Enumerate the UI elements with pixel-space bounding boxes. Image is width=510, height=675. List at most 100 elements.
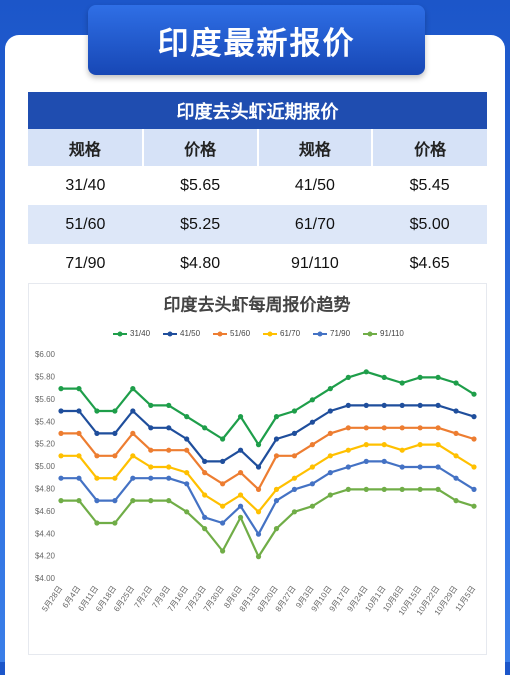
data-point: [220, 458, 226, 464]
legend-marker: [317, 331, 323, 337]
data-point: [220, 548, 226, 554]
data-point: [58, 475, 64, 481]
y-tick-label: $5.20: [35, 440, 56, 449]
data-point: [471, 391, 477, 397]
cell: 91/110: [291, 254, 339, 272]
column-header: 规格: [256, 129, 373, 166]
data-point: [76, 475, 82, 481]
data-point: [76, 453, 82, 459]
data-point: [381, 458, 387, 464]
data-point: [237, 492, 244, 498]
data-point: [345, 374, 351, 380]
price-table: 印度去头虾近期报价 规格 价格 规格 价格 31/40 $5.65 41/50 …: [28, 92, 487, 283]
data-point: [112, 498, 118, 504]
legend-label: 61/70: [280, 329, 301, 338]
legend-label: 51/60: [230, 329, 251, 338]
data-point: [255, 554, 262, 560]
data-point: [273, 486, 280, 492]
data-point: [184, 509, 190, 515]
data-point: [58, 386, 64, 392]
data-point: [273, 498, 280, 504]
data-point: [202, 425, 208, 431]
data-point: [94, 475, 100, 481]
series-line: [61, 426, 475, 491]
series-line: [61, 404, 475, 469]
data-point: [112, 408, 118, 414]
legend-marker: [117, 331, 123, 337]
data-point: [202, 492, 208, 498]
data-point: [363, 425, 369, 431]
cell: 71/90: [65, 254, 106, 272]
y-tick-label: $4.80: [35, 485, 56, 494]
data-point: [255, 464, 262, 470]
data-point: [291, 475, 298, 481]
data-point: [345, 425, 351, 431]
data-point: [148, 447, 154, 453]
data-point: [327, 453, 333, 459]
data-point: [471, 503, 477, 509]
data-point: [435, 464, 441, 470]
data-point: [94, 520, 100, 526]
legend-marker: [167, 331, 173, 337]
data-point: [184, 447, 190, 453]
data-point: [435, 374, 441, 380]
data-point: [220, 503, 226, 509]
data-point: [363, 442, 369, 448]
data-point: [399, 486, 405, 492]
data-point: [273, 526, 280, 532]
data-point: [184, 481, 190, 487]
data-point: [399, 425, 405, 431]
data-point: [291, 453, 298, 459]
data-point: [273, 436, 280, 442]
data-point: [453, 498, 459, 504]
data-point: [471, 436, 477, 442]
data-point: [130, 430, 136, 436]
series-line: [61, 443, 475, 513]
y-tick-label: $4.40: [35, 529, 56, 538]
data-point: [309, 397, 315, 403]
data-point: [237, 503, 244, 509]
data-point: [435, 425, 441, 431]
table-title: 印度去头虾近期报价: [28, 92, 487, 129]
data-point: [184, 470, 190, 476]
data-point: [309, 464, 315, 470]
data-point: [166, 447, 172, 453]
legend-label: 41/50: [180, 329, 201, 338]
data-point: [363, 402, 369, 408]
data-point: [453, 475, 459, 481]
legend-marker: [217, 331, 223, 337]
data-point: [309, 442, 315, 448]
data-point: [166, 425, 172, 431]
data-point: [345, 402, 351, 408]
data-point: [381, 442, 387, 448]
data-point: [417, 464, 423, 470]
data-point: [76, 498, 82, 504]
data-point: [273, 453, 280, 459]
data-point: [58, 430, 64, 436]
column-header: 价格: [141, 129, 258, 166]
data-point: [112, 475, 118, 481]
cell: 31/40: [65, 176, 106, 194]
data-point: [112, 430, 118, 436]
data-point: [58, 408, 64, 414]
data-point: [130, 408, 136, 414]
data-point: [471, 486, 477, 492]
data-point: [309, 503, 315, 509]
y-tick-label: $5.60: [35, 395, 56, 404]
data-point: [237, 414, 244, 420]
x-tick-label: 5月28日: [40, 584, 64, 613]
data-point: [381, 425, 387, 431]
data-point: [435, 486, 441, 492]
cell: 61/70: [257, 205, 373, 244]
data-point: [76, 408, 82, 414]
data-point: [94, 430, 100, 436]
data-point: [417, 442, 423, 448]
data-point: [148, 425, 154, 431]
data-point: [381, 486, 387, 492]
data-point: [417, 374, 423, 380]
cell: $4.65: [409, 254, 450, 272]
data-point: [130, 453, 136, 459]
data-point: [435, 402, 441, 408]
y-tick-label: $4.60: [35, 507, 56, 516]
